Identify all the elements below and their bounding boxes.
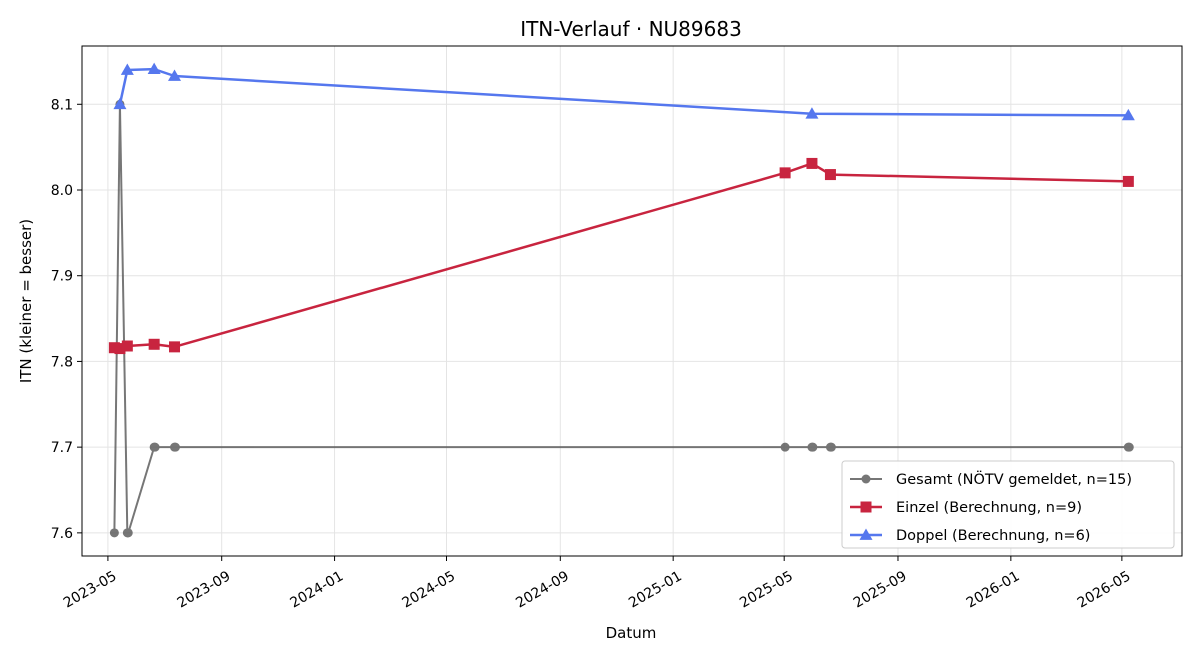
y-axis: 7.6 7.7 7.8 7.9 8.0 8.1 xyxy=(51,97,82,542)
data-point xyxy=(806,157,818,169)
data-point xyxy=(147,62,161,75)
chart-title: ITN-Verlauf · NU89683 xyxy=(520,17,742,41)
x-tick-label: 2025-09 xyxy=(851,568,910,611)
x-axis: 2023-05 2023-09 2024-01 2024-05 2024-09 2025-… xyxy=(61,556,1134,611)
series-layer xyxy=(108,62,1135,538)
data-point xyxy=(168,69,182,81)
legend-marker xyxy=(859,528,873,540)
legend-marker xyxy=(860,501,872,513)
y-tick-label: 8.1 xyxy=(51,97,73,113)
x-tick-label: 2026-01 xyxy=(964,568,1023,611)
x-tick-label: 2024-01 xyxy=(288,568,347,611)
data-point xyxy=(824,169,836,181)
data-point xyxy=(108,342,120,354)
series-square xyxy=(108,157,1134,355)
x-tick-label: 2024-09 xyxy=(513,568,572,611)
legend-item xyxy=(850,501,882,513)
y-tick-label: 7.6 xyxy=(51,526,73,542)
data-point xyxy=(805,107,819,119)
x-tick-label: 2023-09 xyxy=(175,568,234,611)
data-point xyxy=(780,442,790,452)
x-tick-label: 2024-05 xyxy=(399,568,458,611)
x-tick-label: 2026-05 xyxy=(1075,568,1134,611)
data-point xyxy=(113,97,127,110)
data-point xyxy=(1124,442,1134,452)
y-tick-label: 7.7 xyxy=(51,440,73,456)
y-axis-label: ITN (kleiner = besser) xyxy=(17,219,35,383)
data-point xyxy=(826,442,836,452)
data-point xyxy=(148,338,160,350)
data-point xyxy=(808,442,818,452)
legend-label: Gesamt (NÖTV gemeldet, n=15) xyxy=(896,470,1132,488)
x-tick-label: 2023-05 xyxy=(61,568,120,611)
x-tick-label: 2025-05 xyxy=(737,568,796,611)
y-tick-label: 7.9 xyxy=(51,269,73,285)
series-line xyxy=(118,67,1129,117)
y-tick-label: 8.0 xyxy=(51,183,73,199)
data-point xyxy=(121,340,133,352)
legend-label: Doppel (Berechnung, n=6) xyxy=(896,528,1090,544)
plot-frame xyxy=(81,45,1183,557)
series-circle xyxy=(109,99,1134,538)
legend-item xyxy=(850,528,882,540)
data-point xyxy=(150,442,160,452)
x-tick-label: 2025-01 xyxy=(626,568,685,611)
series-line xyxy=(114,162,1129,350)
legend: Gesamt (NÖTV gemeldet, n=15) Einzel (Bere… xyxy=(841,460,1175,549)
data-point xyxy=(779,167,791,179)
data-point xyxy=(120,63,134,75)
data-point xyxy=(1121,108,1135,121)
legend-label: Einzel (Berechnung, n=9) xyxy=(896,500,1082,516)
data-point xyxy=(123,528,133,538)
data-point xyxy=(169,341,181,353)
data-point xyxy=(1122,175,1134,187)
y-tick-label: 7.8 xyxy=(51,354,73,370)
legend-marker xyxy=(861,474,871,484)
legend-item xyxy=(850,474,882,484)
x-axis-label: Datum xyxy=(606,624,657,642)
data-point xyxy=(170,442,180,452)
data-point xyxy=(114,343,126,355)
legend-box xyxy=(841,460,1175,549)
series-triangle xyxy=(113,62,1135,121)
data-point xyxy=(109,528,119,538)
